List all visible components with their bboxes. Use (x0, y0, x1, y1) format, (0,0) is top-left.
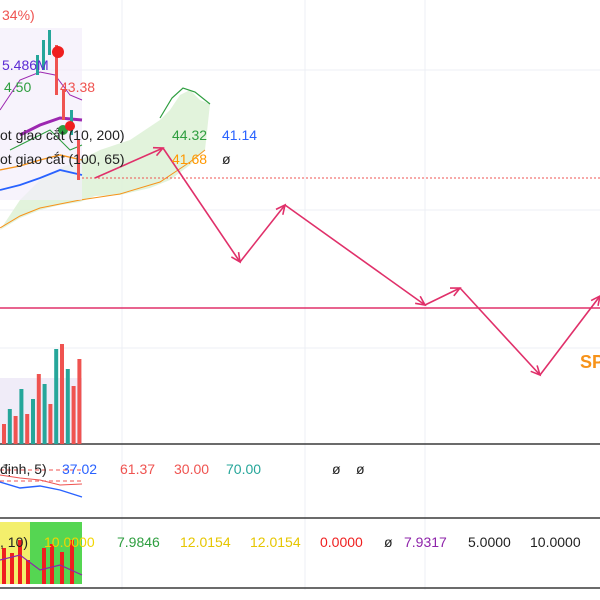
volume-pane (0, 344, 600, 445)
legend-row-2-name: ot giao cắt (100, 65) (0, 151, 125, 167)
volume-bar (77, 359, 82, 444)
bottom-indicator-label: , 10) (0, 534, 28, 550)
volume-bar (48, 404, 53, 444)
bottom-indicator-value: 12.0154 (250, 534, 301, 550)
projection-segment (284, 204, 426, 306)
oscillator-value: 37.02 (62, 461, 97, 477)
volume-bar (2, 424, 6, 444)
volume-bar (42, 384, 47, 444)
oscillator-pane (0, 469, 600, 519)
bottom-indicator-values: , 10) 10.0000 7.9846 12.0154 12.0154 0.0000 ø… (0, 534, 581, 550)
projection-segment (162, 147, 241, 263)
volume-value: 5.486M (2, 57, 49, 73)
projection-segment (424, 287, 461, 306)
bottom-indicator-value: 7.9317 (404, 534, 447, 550)
projection-segment (539, 295, 600, 376)
projection-segment (94, 147, 164, 179)
volume-bar (7, 409, 12, 444)
projection-path[interactable] (94, 146, 600, 377)
volume-bar (25, 414, 30, 444)
oscillator-value: ø (332, 461, 341, 477)
price-value-b: 4.50 (4, 79, 31, 95)
volume-bar (71, 386, 76, 444)
bottom-indicator-value: 0.0000 (320, 534, 363, 550)
oscillator-values: định, 5) 37.02 61.37 30.00 70.00 ø ø (0, 461, 365, 477)
oscillator-value: 61.37 (120, 461, 155, 477)
projection-arrowhead (230, 251, 242, 264)
volume-bar (54, 349, 59, 444)
bottom-indicator-value: 10.0000 (530, 534, 581, 550)
projection-segment (239, 204, 286, 263)
volume-bar (31, 399, 35, 444)
bottom-indicator-value: 10.0000 (44, 534, 95, 550)
bottom-indicator-value: ø (384, 534, 393, 550)
legend-row-1-name: ot giao cắt (10, 200) (0, 127, 125, 143)
bottom-indicator-value: 7.9846 (117, 534, 160, 550)
oscillator-value: 30.00 (174, 461, 209, 477)
price-value-c: 43.38 (60, 79, 95, 95)
sp-label: SP (580, 352, 600, 372)
volume-bar (13, 416, 18, 444)
projection-arrowhead (590, 295, 600, 306)
bottom-indicator-pane (0, 522, 600, 589)
legend-row-1-v1: 44.32 (172, 127, 207, 143)
oscillator-value: ø (356, 461, 365, 477)
volume-bar (19, 389, 24, 444)
legend-row-1[interactable]: ot giao cắt (10, 200) 44.32 41.14 (0, 127, 257, 143)
legend-row-2-v1: 41.68 (172, 151, 207, 167)
volume-bar (36, 374, 41, 444)
legend-row-1-v2: 41.14 (222, 127, 257, 143)
oscillator-value: 70.00 (226, 461, 261, 477)
bottom-indicator-value: 12.0154 (180, 534, 231, 550)
price-region (0, 28, 83, 200)
pct-fragment: 34%) (2, 7, 35, 23)
legend-row-2[interactable]: ot giao cắt (100, 65) 41.68 ø (0, 151, 231, 167)
bottom-indicator-value: 5.0000 (468, 534, 511, 550)
projection-segment (459, 287, 541, 376)
volume-bar (60, 344, 64, 444)
oscillator-label: định, 5) (0, 461, 47, 477)
volume-bar (65, 369, 70, 444)
legend-row-2-v2: ø (222, 151, 231, 167)
